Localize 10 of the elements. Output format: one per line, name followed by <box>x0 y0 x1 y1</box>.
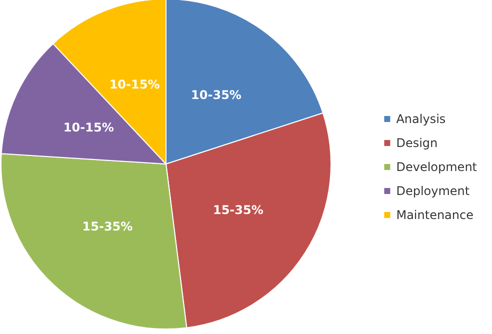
text: 15-35% <box>82 219 133 234</box>
text: 10-35% <box>191 88 242 102</box>
text: 10-15% <box>109 78 160 92</box>
text: 10-15% <box>63 120 114 135</box>
text: 15-35% <box>212 202 264 217</box>
legend-label: Maintenance <box>396 208 474 222</box>
legend-label: Development <box>396 160 478 174</box>
legend-label: Analysis <box>396 112 446 126</box>
legend-label: Deployment <box>396 184 470 198</box>
legend-label: Design <box>396 136 438 150</box>
